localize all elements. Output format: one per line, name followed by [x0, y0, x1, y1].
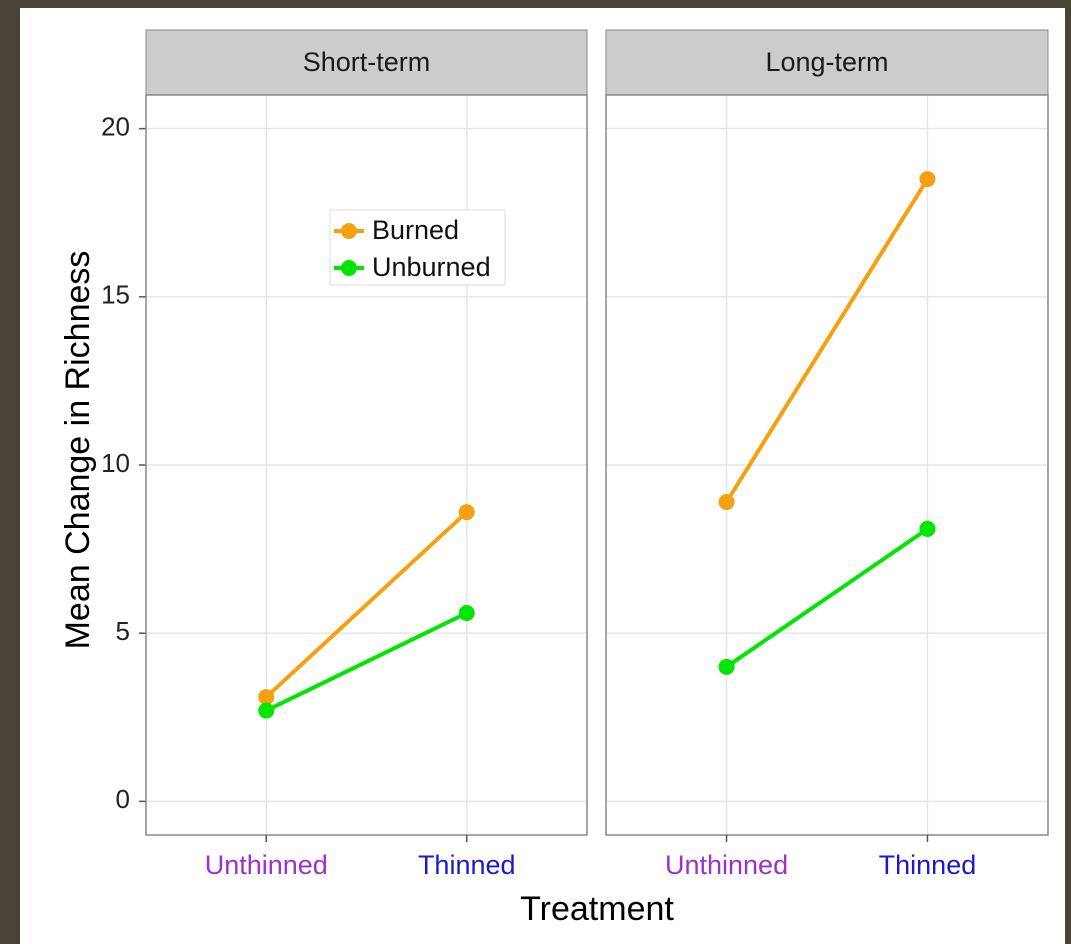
- strip: [145, 29, 588, 96]
- series-line: [264, 510, 469, 699]
- legend-box: [329, 209, 506, 286]
- x-tick-label: Thinned: [879, 850, 977, 880]
- legend-marker: [341, 223, 357, 239]
- data-point: [718, 494, 735, 510]
- y-tick-label: 5: [116, 616, 130, 646]
- y-tick-label: 20: [101, 112, 130, 142]
- data-point: [919, 171, 936, 188]
- series-line: [725, 527, 929, 669]
- panel-border: [605, 94, 1049, 836]
- data-point: [258, 689, 275, 706]
- data-point: [458, 605, 475, 621]
- data-point: [718, 658, 735, 675]
- legend-label: Unburned: [372, 252, 491, 282]
- x-tick-label: Unthinned: [205, 850, 328, 880]
- strip-title: Short-term: [303, 47, 431, 77]
- data-point: [919, 520, 936, 537]
- x-tick-label: Thinned: [418, 850, 516, 880]
- y-tick-label: 0: [116, 784, 130, 814]
- data-point: [458, 504, 475, 521]
- series-line: [265, 611, 468, 713]
- legend-label: Burned: [372, 215, 459, 245]
- y-axis-title: Mean Change in Richness: [59, 251, 97, 650]
- y-tick-label: 15: [101, 280, 130, 310]
- data-point: [258, 702, 275, 719]
- panel-border: [145, 94, 588, 836]
- strip: [605, 29, 1049, 96]
- legend-marker: [341, 260, 357, 276]
- y-tick-label: 10: [101, 448, 130, 478]
- x-tick-label: Unthinned: [665, 850, 788, 880]
- x-axis-title: Treatment: [520, 890, 674, 928]
- plot-background: [20, 8, 1065, 944]
- series-line: [724, 178, 930, 504]
- strip-title: Long-term: [765, 47, 888, 77]
